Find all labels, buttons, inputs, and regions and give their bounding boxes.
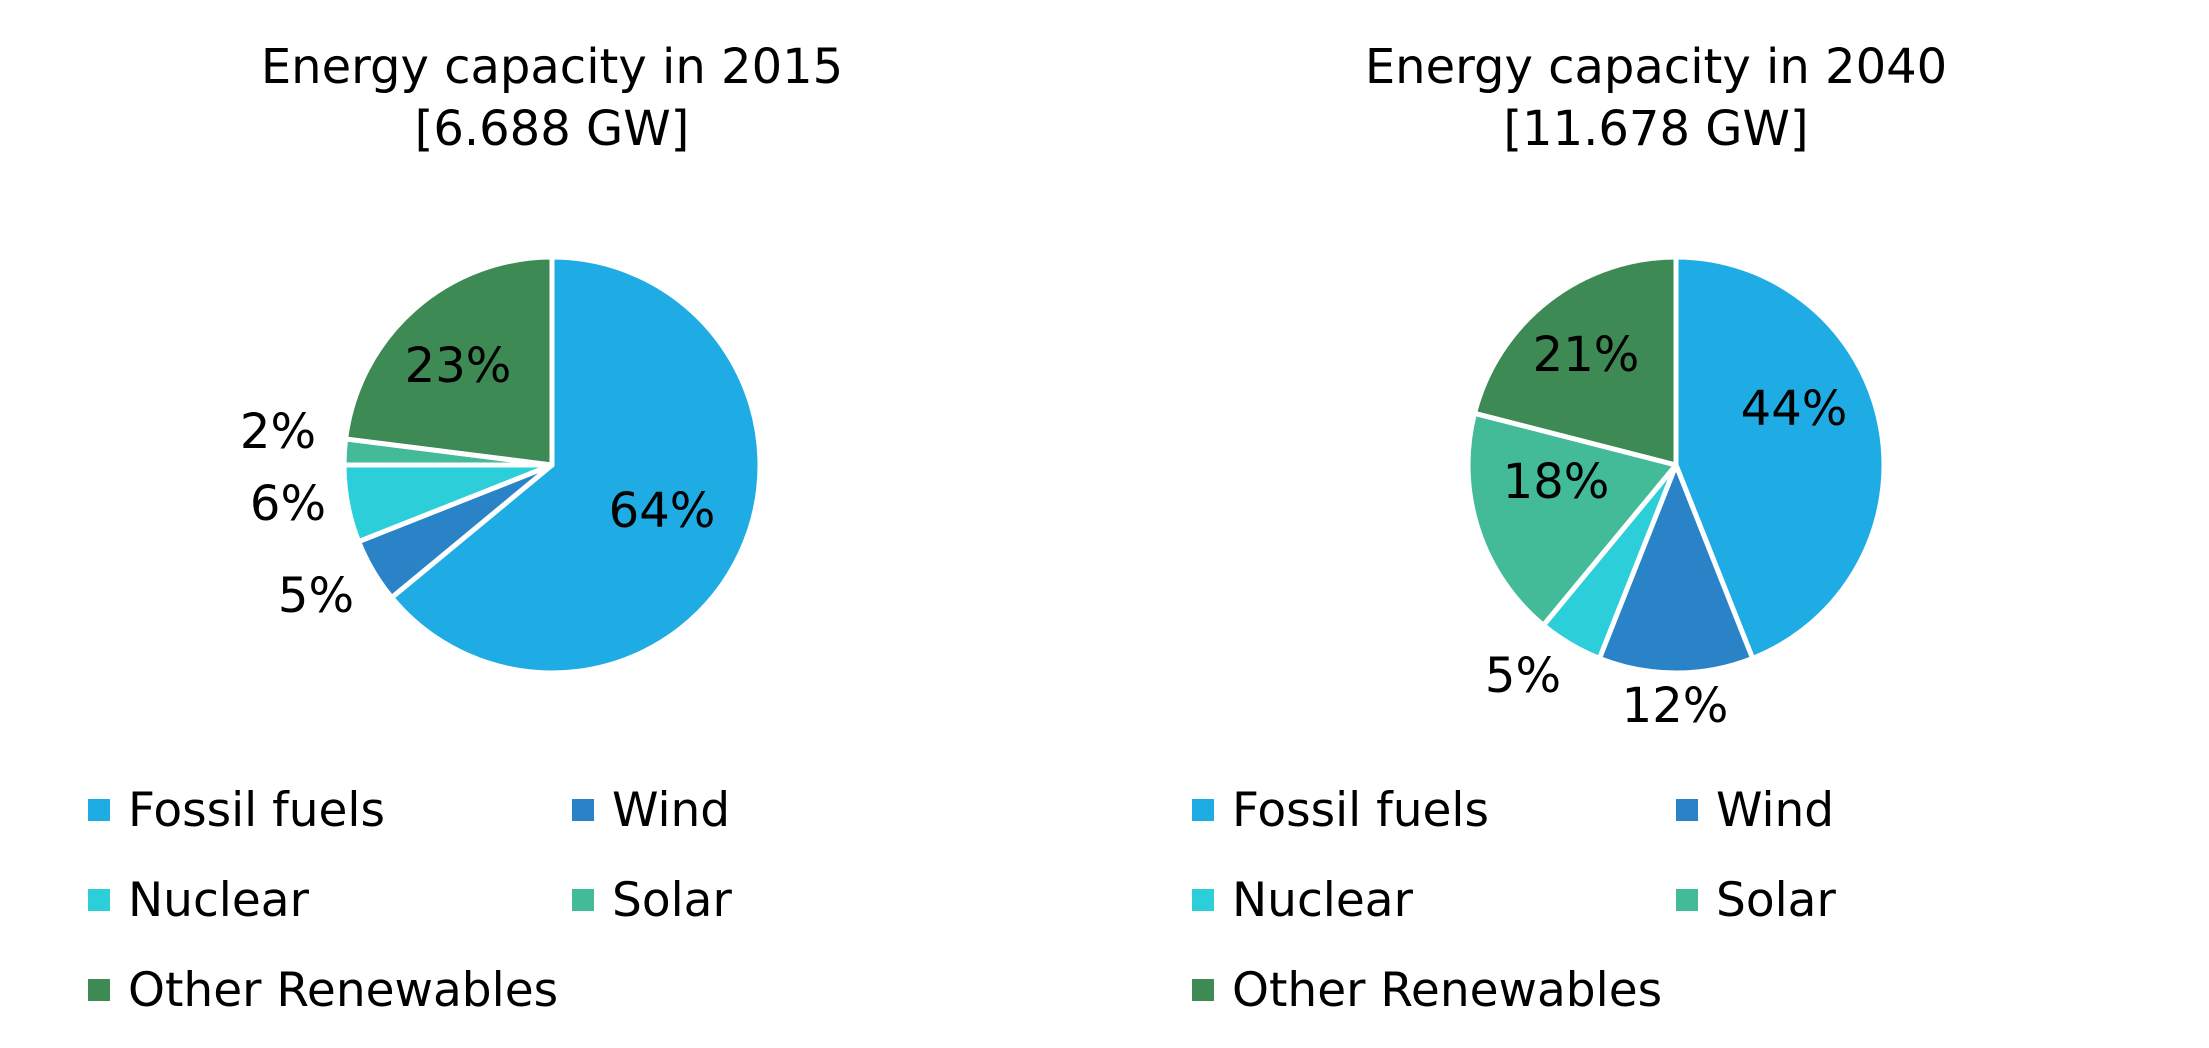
- legend-swatch: [1192, 799, 1214, 821]
- chart-title-main: Energy capacity in 2040: [1364, 39, 1948, 95]
- chart-title: Energy capacity in 2015 [6.688 GW]: [0, 36, 1104, 160]
- legend-swatch: [1192, 889, 1214, 911]
- data-label-fossil-fuels: 44%: [1741, 381, 1848, 437]
- legend-label: Fossil fuels: [128, 782, 385, 838]
- pie-chart-2040: Energy capacity in 2040 [11.678 GW] 44% 1…: [1104, 0, 2208, 1048]
- chart-title: Energy capacity in 2040 [11.678 GW]: [1104, 36, 2208, 160]
- data-label-solar: 18%: [1503, 454, 1610, 510]
- pie-slice-wind: [1596, 462, 1756, 676]
- pie-plot-area: 64% 5% 6% 2% 23%: [240, 254, 763, 676]
- pie-slice-other-renewables: [1472, 254, 1679, 468]
- pie-slice-fossil-fuels: [389, 254, 763, 676]
- legend-item-solar: Solar: [1676, 870, 1836, 930]
- legend-swatch: [1676, 889, 1698, 911]
- pie-plot-area: 44% 12% 5% 18% 21%: [1465, 254, 1887, 734]
- legend-label: Fossil fuels: [1232, 782, 1489, 838]
- legend-swatch: [88, 799, 110, 821]
- data-label-wind: 5%: [278, 568, 354, 624]
- legend-swatch: [1192, 979, 1214, 1001]
- data-label-other-renewables: 21%: [1533, 327, 1640, 383]
- legend-swatch: [88, 979, 110, 1001]
- legend-item-wind: Wind: [1676, 780, 1834, 840]
- legend-swatch: [1676, 799, 1698, 821]
- pie-slice-other-renewables: [343, 254, 555, 468]
- chart-title-main: Energy capacity in 2015: [260, 39, 844, 95]
- pie-slice-fossil-fuels: [1673, 254, 1887, 661]
- data-label-other-renewables: 23%: [405, 338, 512, 394]
- legend-item-wind: Wind: [572, 780, 730, 840]
- legend-label: Wind: [612, 782, 731, 838]
- data-label-wind: 12%: [1622, 678, 1729, 734]
- legend-item-solar: Solar: [572, 870, 732, 930]
- pie-slice-solar: [1465, 410, 1679, 628]
- data-label-solar: 2%: [240, 404, 316, 460]
- legend-item-fossil-fuels: Fossil fuels: [88, 780, 385, 840]
- legend-swatch: [572, 889, 594, 911]
- legend-label: Other Renewables: [1232, 962, 1663, 1018]
- legend-item-other-renewables: Other Renewables: [88, 960, 558, 1020]
- legend-label: Solar: [1716, 872, 1836, 928]
- legend-item-fossil-fuels: Fossil fuels: [1192, 780, 1489, 840]
- chart-title-total: [11.678 GW]: [1503, 101, 1809, 157]
- data-label-nuclear: 5%: [1485, 648, 1561, 704]
- legend-label: Other Renewables: [128, 962, 559, 1018]
- data-label-nuclear: 6%: [250, 476, 326, 532]
- legend-label: Solar: [612, 872, 732, 928]
- pie-chart-2015: Energy capacity in 2015 [6.688 GW] 64% 5%…: [0, 0, 1104, 1048]
- legend-swatch: [88, 889, 110, 911]
- legend-item-other-renewables: Other Renewables: [1192, 960, 1662, 1020]
- legend-label: Nuclear: [128, 872, 309, 928]
- legend-label: Wind: [1716, 782, 1835, 838]
- legend-swatch: [572, 799, 594, 821]
- data-label-fossil-fuels: 64%: [609, 483, 716, 539]
- legend-label: Nuclear: [1232, 872, 1413, 928]
- legend-item-nuclear: Nuclear: [1192, 870, 1413, 930]
- legend-item-nuclear: Nuclear: [88, 870, 309, 930]
- chart-title-total: [6.688 GW]: [414, 101, 690, 157]
